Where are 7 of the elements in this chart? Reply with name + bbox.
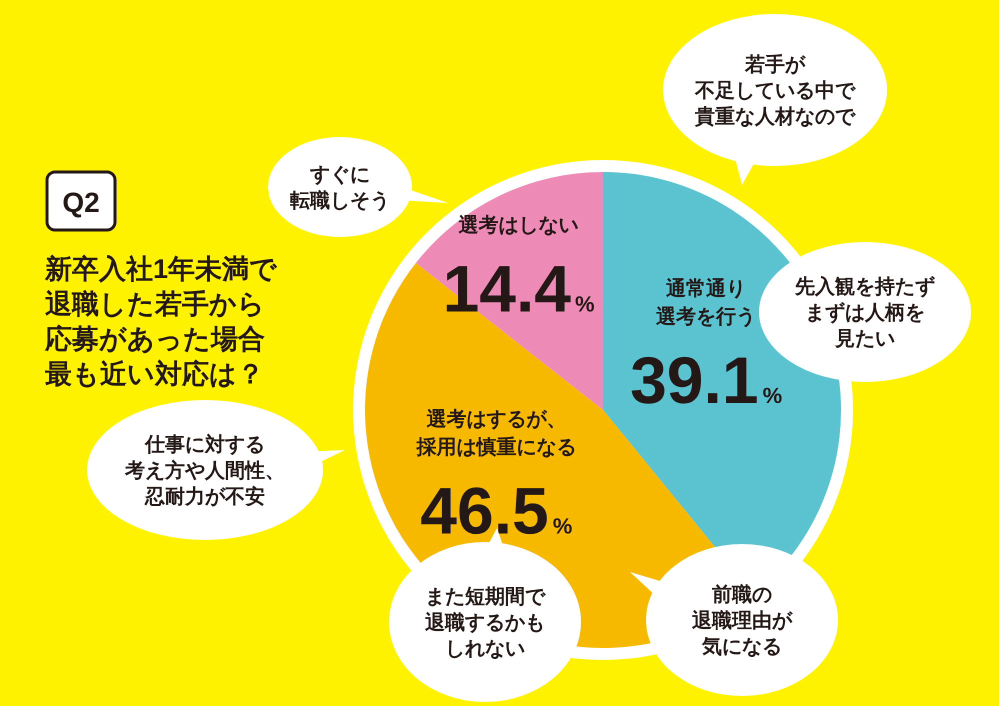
- annotation: 若手が不足している中で貴重な人材なので: [695, 54, 855, 128]
- title: Q2 新卒入社1年未満で退職した若手から応募があった場合最も近い対応は？: [45, 170, 278, 389]
- annotation: 仕事に対する考え方や人間性、忍耐力が不安: [125, 434, 285, 508]
- annotation: 前職の退職理由が気になる: [692, 584, 792, 658]
- annotation: 先入観を持たずまずは人柄を見たい: [795, 276, 935, 350]
- annotation: すぐに転職しそう: [290, 164, 390, 212]
- annotation: また短期間で退職するかもしれない: [425, 586, 545, 660]
